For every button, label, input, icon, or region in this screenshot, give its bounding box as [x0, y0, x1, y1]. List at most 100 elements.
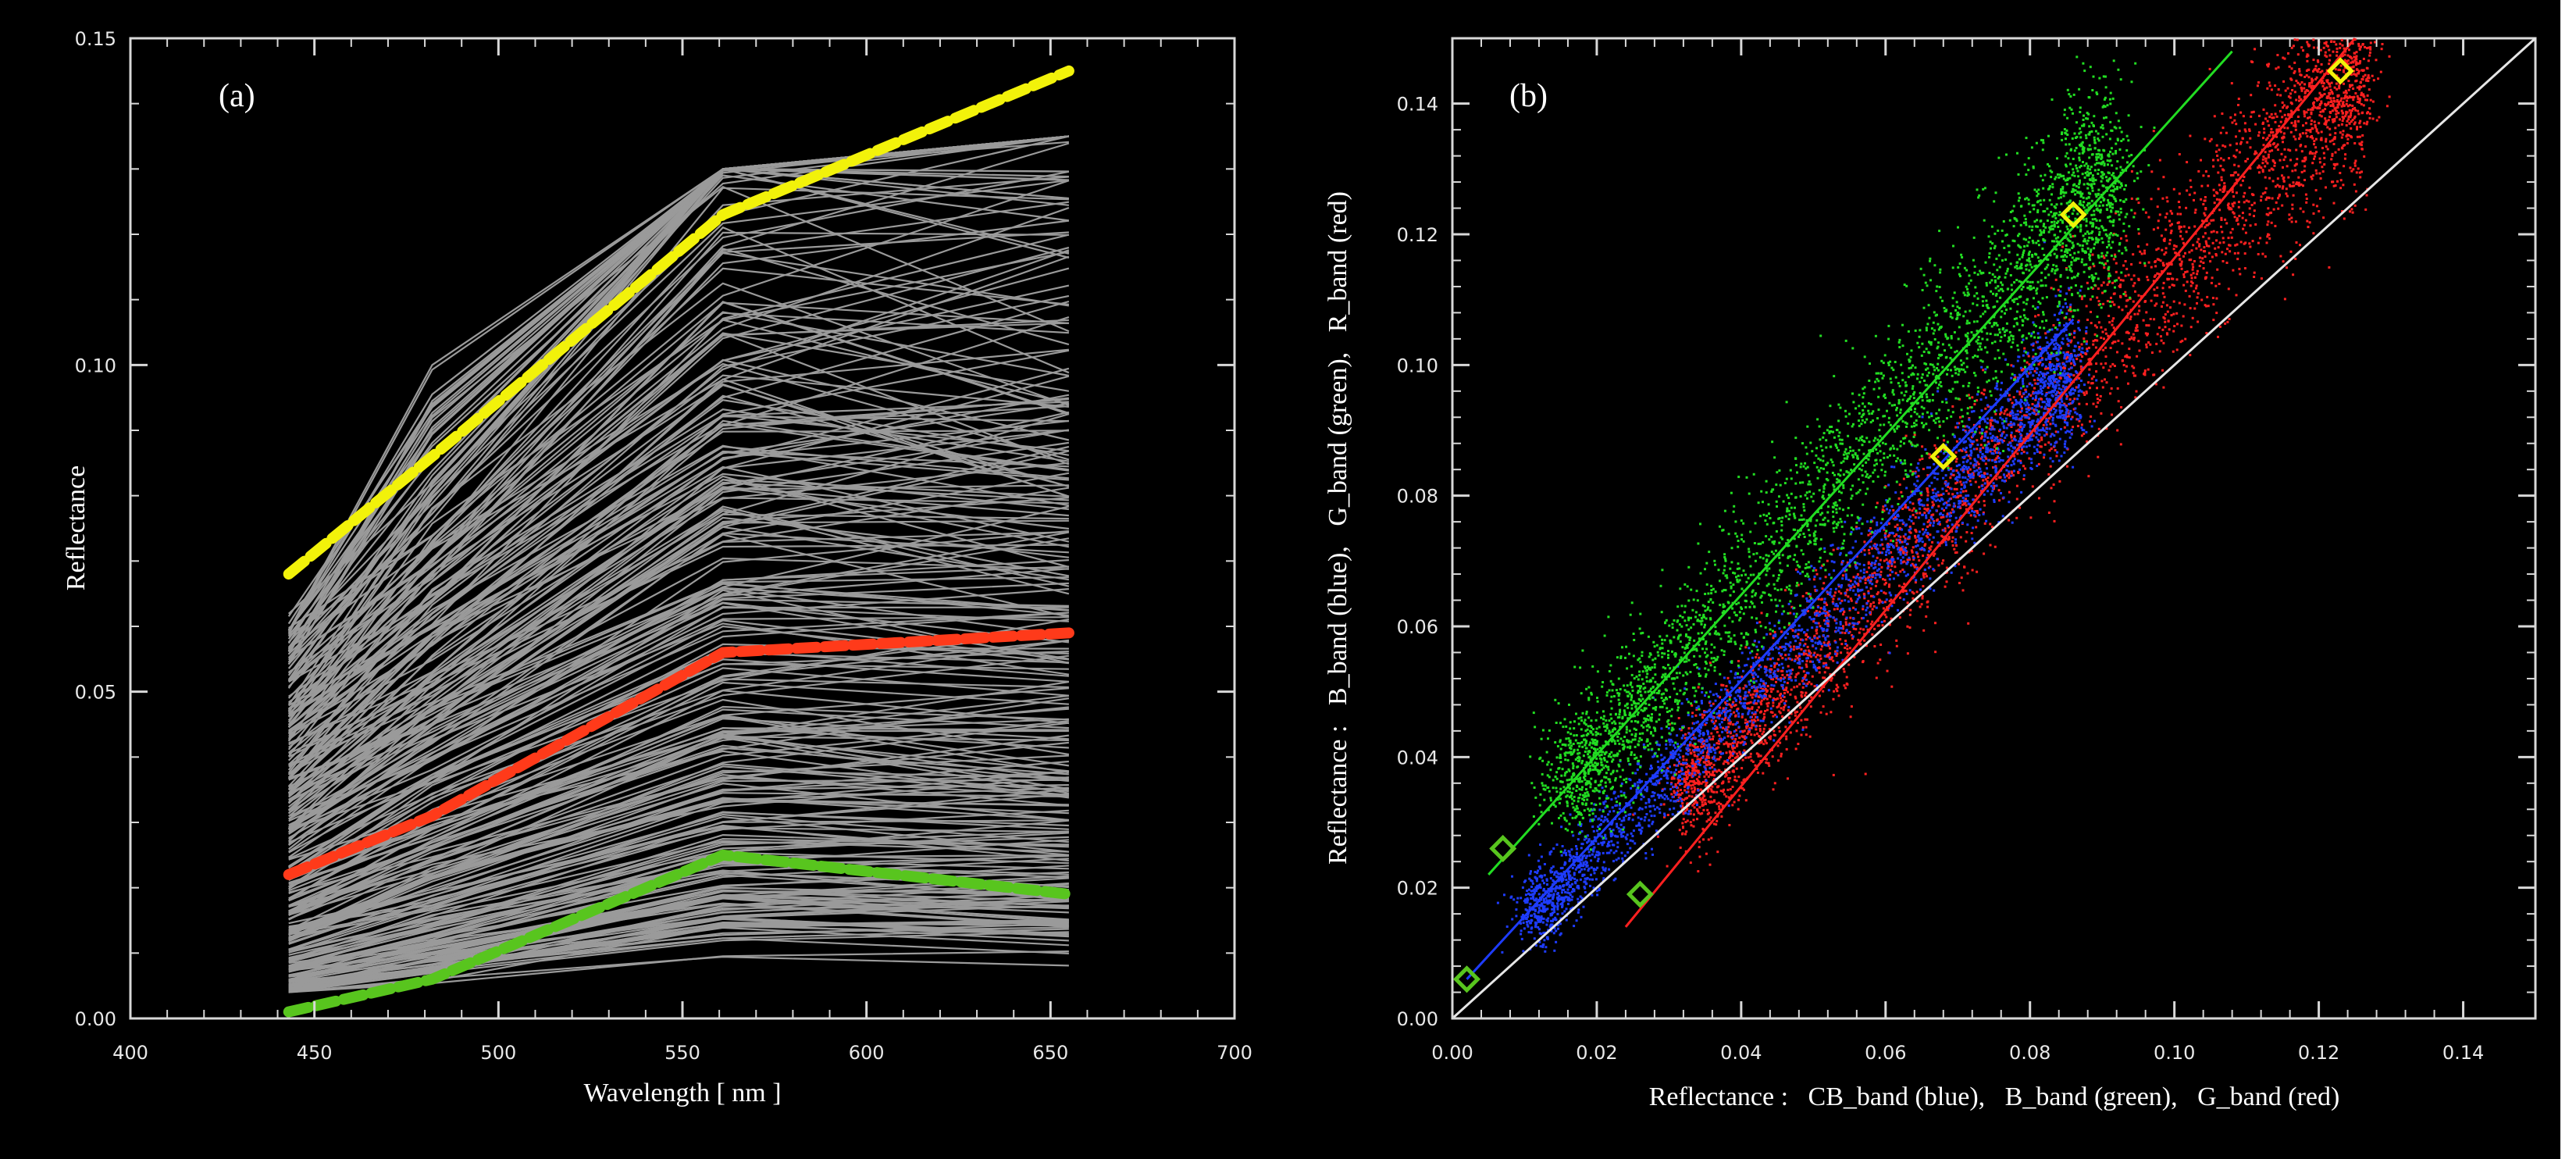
scatter-point-2 [1963, 565, 1966, 569]
scatter-point-2 [2162, 264, 2165, 267]
scatter-point-2 [2219, 164, 2222, 167]
scatter-point-2 [2270, 127, 2273, 130]
scatter-point-2 [2331, 92, 2334, 95]
scatter-point-2 [2281, 116, 2284, 119]
scatter-point-2 [2276, 93, 2279, 96]
scatter-point-2 [2043, 443, 2047, 446]
series-line-mean [283, 627, 1074, 880]
scatter-point-2 [2336, 103, 2339, 106]
scatter-point-2 [1744, 756, 1748, 759]
scatter-point-0 [2028, 408, 2030, 412]
scatter-point-2 [1760, 710, 1763, 713]
scatter-point-2 [2329, 97, 2332, 100]
scatter-point-2 [2283, 127, 2286, 130]
scatter-point-2 [1945, 490, 1948, 492]
gray-spectrum-line [288, 773, 1069, 936]
scatter-point-2 [2267, 207, 2270, 210]
scatter-point-2 [2033, 387, 2036, 390]
scatter-point-0 [1900, 461, 1903, 464]
scatter-point-2 [1790, 658, 1794, 662]
scatter-point-2 [2350, 120, 2353, 123]
scatter-point-2 [2171, 284, 2174, 287]
scatter-point-2 [1698, 776, 1701, 779]
scatter-point-2 [2353, 162, 2357, 165]
scatter-point-0 [1579, 861, 1582, 865]
scatter-point-2 [2262, 137, 2264, 140]
scatter-point-2 [2313, 140, 2316, 143]
scatter-point-2 [2343, 82, 2345, 85]
scatter-point-2 [2204, 196, 2207, 198]
scatter-point-2 [1850, 599, 1853, 602]
scatter-point-2 [1766, 704, 1769, 708]
scatter-point-2 [2175, 245, 2178, 248]
scatter-point-0 [1610, 840, 1613, 843]
scatter-point-2 [2278, 109, 2282, 112]
scatter-point-2 [1819, 654, 1822, 657]
scatter-point-2 [1979, 475, 1982, 477]
scatter-point-2 [2366, 77, 2369, 80]
scatter-point-2 [2162, 281, 2165, 284]
scatter-point-0 [1748, 683, 1751, 686]
scatter-point-0 [1964, 476, 1967, 480]
scatter-point-2 [1924, 572, 1927, 576]
scatter-point-2 [1732, 734, 1735, 737]
scatter-point-2 [2286, 106, 2288, 109]
scatter-point-2 [1702, 761, 1705, 764]
scatter-point-2 [2244, 160, 2247, 163]
scatter-point-2 [1920, 494, 1923, 497]
scatter-point-2 [2168, 328, 2171, 331]
scatter-point-0 [2024, 415, 2027, 419]
scatter-point-2 [1884, 532, 1887, 535]
scatter-point-2 [2243, 128, 2246, 131]
scatter-point-2 [1781, 715, 1784, 718]
scatter-point-2 [2323, 93, 2326, 95]
scatter-point-2 [2380, 48, 2383, 51]
scatter-point-2 [1709, 773, 1712, 776]
scatter-point-2 [2327, 95, 2330, 98]
scatter-point-2 [1890, 617, 1893, 620]
scatter-point-2 [1867, 561, 1870, 564]
scatter-point-2 [2021, 369, 2024, 372]
scatter-point-2 [2328, 59, 2331, 62]
scatter-point-2 [1983, 393, 1986, 396]
scatter-point-0 [1808, 578, 1811, 581]
scatter-point-2 [1888, 583, 1891, 587]
scatter-point-2 [1847, 595, 1850, 598]
scatter-point-2 [1852, 576, 1855, 579]
scatter-point-2 [2289, 92, 2292, 95]
scatter-point-2 [2239, 141, 2243, 144]
scatter-point-2 [2336, 54, 2339, 57]
scatter-point-2 [1831, 601, 1834, 604]
scatter-point-2 [2054, 278, 2058, 281]
scatter-point-0 [2032, 374, 2035, 377]
gray-spectrum-line [287, 168, 1070, 653]
scatter-point-2 [2184, 337, 2187, 341]
scatter-point-2 [2137, 294, 2140, 297]
scatter-point-2 [2335, 106, 2338, 109]
scatter-point-2 [2293, 135, 2296, 138]
scatter-point-2 [2012, 474, 2015, 477]
scatter-point-2 [2093, 333, 2097, 336]
scatter-point-2 [1804, 694, 1807, 697]
scatter-point-2 [1871, 608, 1874, 611]
scatter-point-2 [2360, 91, 2363, 95]
scatter-point-2 [2205, 242, 2208, 245]
scatter-point-0 [1816, 658, 1819, 662]
scatter-point-2 [2008, 490, 2011, 494]
scatter-point-0 [1990, 416, 1993, 419]
scatter-point-2 [2207, 237, 2211, 240]
scatter-point-0 [1991, 487, 1994, 490]
scatter-point-2 [1687, 727, 1691, 730]
scatter-point-2 [2210, 137, 2213, 141]
scatter-point-2 [1851, 633, 1854, 637]
scatter-point-2 [1977, 462, 1980, 465]
scatter-point-2 [1827, 653, 1830, 656]
scatter-point-2 [2043, 456, 2045, 459]
scatter-point-2 [2312, 232, 2315, 235]
scatter-point-2 [1808, 651, 1811, 653]
scatter-point-2 [1906, 558, 1909, 562]
scatter-point-2 [2244, 219, 2247, 222]
scatter-point-2 [2327, 119, 2330, 122]
scatter-point-2 [1833, 690, 1836, 693]
scatter-point-0 [1876, 521, 1879, 524]
